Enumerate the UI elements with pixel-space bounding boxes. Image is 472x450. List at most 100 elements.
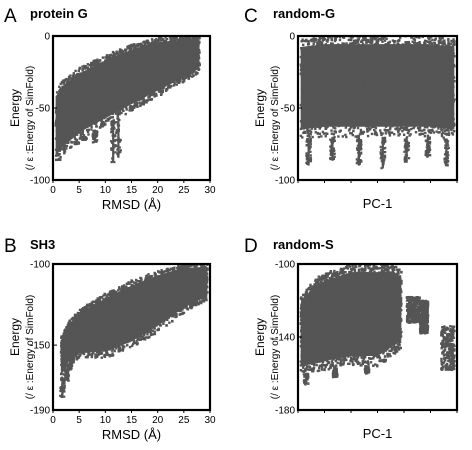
data-point <box>76 130 79 133</box>
data-point <box>150 298 154 301</box>
data-point <box>158 71 161 74</box>
data-point <box>75 105 78 108</box>
data-point <box>62 349 65 352</box>
data-point <box>144 325 148 329</box>
data-point <box>99 85 102 89</box>
data-point <box>142 54 146 58</box>
data-point <box>127 61 130 64</box>
data-point <box>203 276 206 280</box>
data-point <box>92 341 96 345</box>
data-point <box>117 53 120 56</box>
data-point <box>106 93 109 96</box>
data-point <box>119 331 122 334</box>
data-point <box>145 336 148 339</box>
data-point <box>98 300 101 303</box>
data-point <box>102 69 105 72</box>
data-point <box>120 301 123 304</box>
data-point <box>111 346 114 350</box>
data-point <box>105 313 109 316</box>
data-point <box>120 83 123 86</box>
data-point <box>98 59 102 62</box>
data-point <box>193 287 196 290</box>
data-point <box>179 303 182 307</box>
data-point <box>119 66 122 69</box>
data-point <box>63 340 66 344</box>
data-point <box>96 334 99 338</box>
data-point <box>144 78 147 81</box>
data-point <box>76 92 80 95</box>
data-point <box>109 89 112 92</box>
data-point <box>55 129 58 132</box>
data-point <box>102 85 106 89</box>
data-point <box>59 97 63 101</box>
data-point <box>157 317 161 321</box>
data-point <box>146 67 149 71</box>
data-point <box>163 59 166 62</box>
data-point <box>158 89 161 92</box>
data-point <box>106 293 109 296</box>
data-point <box>64 117 68 120</box>
data-point <box>78 99 82 103</box>
data-point <box>111 289 114 293</box>
data-point <box>130 301 133 304</box>
data-point <box>64 78 67 82</box>
data-point <box>180 74 183 78</box>
data-point <box>147 96 150 99</box>
data-point <box>81 136 84 139</box>
data-point <box>102 61 105 64</box>
data-point <box>120 348 123 352</box>
data-point <box>61 88 65 92</box>
data-point <box>82 94 86 97</box>
data-point <box>75 84 78 87</box>
data-point <box>133 304 136 307</box>
data-point <box>136 84 140 87</box>
data-point <box>84 79 87 83</box>
data-point <box>132 43 136 46</box>
data-point <box>113 342 117 346</box>
data-point <box>57 133 61 137</box>
data-point <box>138 98 141 101</box>
data-point <box>115 290 118 294</box>
data-point <box>104 336 108 340</box>
data-point <box>151 39 154 42</box>
data-point <box>90 85 94 88</box>
data-point <box>126 314 130 317</box>
data-point <box>160 93 163 96</box>
data-point <box>182 311 186 315</box>
data-point <box>125 65 128 68</box>
data-point <box>111 62 114 65</box>
data-point <box>65 137 69 140</box>
data-point <box>111 352 114 355</box>
data-point <box>128 87 131 90</box>
data-point <box>96 91 100 94</box>
data-point <box>180 76 183 79</box>
data-point <box>171 297 175 300</box>
data-point <box>171 315 175 318</box>
data-point <box>139 88 142 91</box>
data-point <box>114 68 117 71</box>
data-point <box>108 90 112 94</box>
data-point <box>118 110 121 114</box>
data-point <box>158 37 161 41</box>
data-point <box>178 78 181 81</box>
data-point <box>95 349 98 352</box>
data-point <box>157 67 160 70</box>
data-point <box>79 132 83 136</box>
data-point <box>147 273 150 276</box>
data-point <box>160 275 163 278</box>
data-point <box>84 99 87 102</box>
data-point <box>100 119 103 122</box>
data-point <box>176 48 179 51</box>
data-point <box>67 103 70 106</box>
data-point <box>159 81 162 85</box>
data-point <box>165 78 169 82</box>
data-point <box>175 314 178 317</box>
data-point <box>64 362 67 365</box>
data-point <box>85 346 88 350</box>
data-point <box>80 324 83 328</box>
data-point <box>140 285 143 288</box>
data-point <box>80 118 83 121</box>
data-point <box>161 57 164 60</box>
data-point <box>111 90 115 93</box>
